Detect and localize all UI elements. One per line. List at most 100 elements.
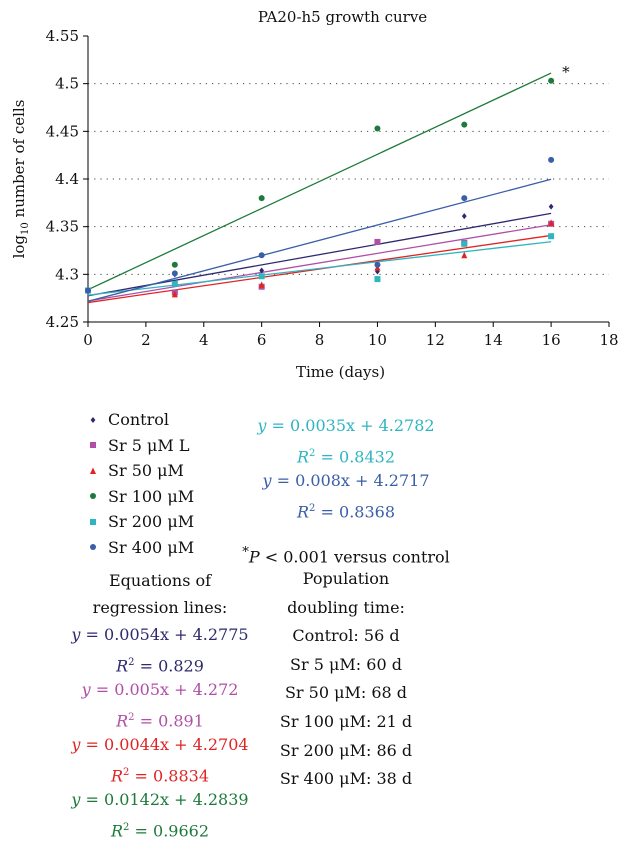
legend-item: Sr 100 μM [84, 484, 194, 510]
legend-label-text: Sr 400 [108, 537, 168, 557]
doubling-time-item: Sr 100 μM: 21 d [279, 711, 413, 731]
legend-label: Sr 100 μM [108, 487, 194, 506]
x-tick-label: 12 [426, 331, 445, 349]
regression-equation: y = 0.0035x + 4.2782 [257, 416, 435, 435]
x-tick-label: 4 [199, 331, 209, 349]
legend-label: Sr 5 μM L [108, 436, 189, 455]
x-tick-label: 0 [83, 331, 93, 349]
data-point [461, 121, 468, 128]
data-point [171, 290, 178, 298]
data-point [461, 240, 468, 247]
equations-heading-line1: Equations of [108, 571, 212, 590]
regression-equation: y = 0.005x + 4.272 [81, 680, 239, 699]
y-tick-label: 4.5 [55, 75, 79, 93]
legend-label: Control [108, 410, 169, 429]
chart-title: PA20-h5 growth curve [258, 8, 427, 26]
x-tick-label: 14 [484, 331, 503, 349]
data-point [461, 251, 468, 259]
legend-marker-icon [84, 414, 102, 426]
data-point [85, 287, 91, 294]
data-point [461, 195, 468, 202]
y-tick-label: 4.45 [46, 122, 79, 140]
data-point [374, 276, 381, 283]
doubling-time-item: Sr 400 μM: 38 d [279, 769, 413, 789]
legend-marker-shape [90, 544, 96, 551]
x-tick-label: 8 [315, 331, 325, 349]
legend-label-text: Control [108, 410, 170, 430]
significance-p: P [248, 547, 260, 567]
x-axis-label: Time (days) [296, 363, 385, 381]
legend-marker-shape [90, 467, 96, 474]
legend-label-unit: μM [157, 461, 184, 481]
legend-marker-icon [84, 516, 102, 528]
data-point [374, 261, 381, 268]
y-tick-label: 4.55 [46, 27, 79, 45]
data-point [548, 233, 555, 240]
regression-r-squared-text: = 0.8432 [320, 446, 395, 466]
regression-equation-text: = 0.0054x + 4.2775 [85, 625, 249, 644]
significance-star: * [242, 545, 249, 560]
regression-r-squared: R2 = 0.9662 [111, 820, 209, 840]
y-tick-label: 4.25 [46, 313, 79, 331]
regression-r-squared-text: = 0.829 [139, 655, 204, 675]
legend-label: Sr 50 μM [108, 461, 184, 480]
data-point [548, 156, 555, 163]
regression-line [87, 72, 552, 291]
y-tick-label: 4.4 [55, 170, 79, 188]
regression-r-squared-text: = 0.891 [139, 710, 204, 730]
equations-heading-line2: regression lines: [92, 598, 228, 617]
regression-r-squared: R2 = 0.8432 [297, 446, 395, 466]
regression-equation-text: = 0.005x + 4.272 [95, 680, 239, 699]
legend-marker-shape [90, 416, 96, 423]
data-point [259, 267, 265, 274]
y-axis-label: log10 number of cells [10, 100, 31, 259]
regression-line [87, 224, 552, 302]
legend-marker-icon [84, 465, 102, 477]
regression-equation: y = 0.008x + 4.2717 [262, 471, 430, 490]
legend-label-unit: μM [167, 512, 195, 532]
data-point [548, 203, 554, 210]
regression-line [87, 241, 552, 296]
legend-label-text: Sr 100 [108, 486, 168, 506]
data-point [258, 195, 265, 202]
regression-line [87, 178, 552, 302]
legend-item: Sr 5 μM L [84, 433, 194, 459]
y-tick-label: 4.35 [46, 218, 79, 236]
x-tick-label: 18 [599, 331, 618, 349]
data-point [548, 219, 555, 226]
legend-label-text: Sr 200 [108, 512, 168, 532]
data-point [171, 280, 178, 287]
legend-item: Sr 50 μM [84, 458, 194, 484]
regression-equation: y = 0.0044x + 4.2704 [71, 735, 249, 754]
regression-r-squared-text: = 0.8368 [320, 501, 395, 521]
significance-text: < 0.001 versus control [259, 547, 450, 567]
y-tick-label: 4.3 [55, 265, 79, 283]
regression-r-squared: R2 = 0.891 [116, 710, 204, 730]
regression-equation: y = 0.0142x + 4.2839 [71, 790, 249, 809]
data-point [258, 252, 265, 259]
doubling-time-item: Sr 200 μM: 86 d [279, 740, 413, 760]
legend-label-text: Sr 5 [108, 435, 147, 455]
growth-chart: PA20-h5 growth curve 4.25 4.3 4.35 4.4 4.45 4.… [10, 8, 619, 381]
regression-r-squared-text: = 0.8834 [134, 765, 209, 785]
data-point [171, 261, 178, 268]
doubling-heading-line1: Population [302, 569, 390, 588]
doubling-time-item: Sr 5 μM: 60 d [290, 654, 402, 674]
regression-equation-text: = 0.0044x + 4.2704 [85, 735, 249, 754]
data-point [258, 281, 265, 288]
x-tick-label: 2 [141, 331, 151, 349]
regression-r-squared-text: = 0.9662 [134, 820, 209, 840]
legend-marker-shape [90, 493, 96, 500]
regression-line [87, 212, 552, 297]
legend-marker-icon [84, 439, 102, 451]
doubling-heading-line2: doubling time: [287, 597, 405, 617]
chart-legend: Control Sr 5 μM L Sr 50 μM Sr 100 μM Sr 200 … [84, 407, 194, 560]
data-point [171, 270, 178, 277]
doubling-times: Population doubling time: Control: 56 d S… [226, 565, 466, 794]
regression-equation: y = 0.0054x + 4.2775 [71, 625, 249, 644]
legend-marker-icon [84, 541, 102, 553]
significance-note: *P < 0.001 versus control [226, 540, 466, 566]
data-point [548, 77, 555, 84]
legend-label: Sr 400 μM [108, 538, 194, 557]
data-point [374, 125, 381, 132]
